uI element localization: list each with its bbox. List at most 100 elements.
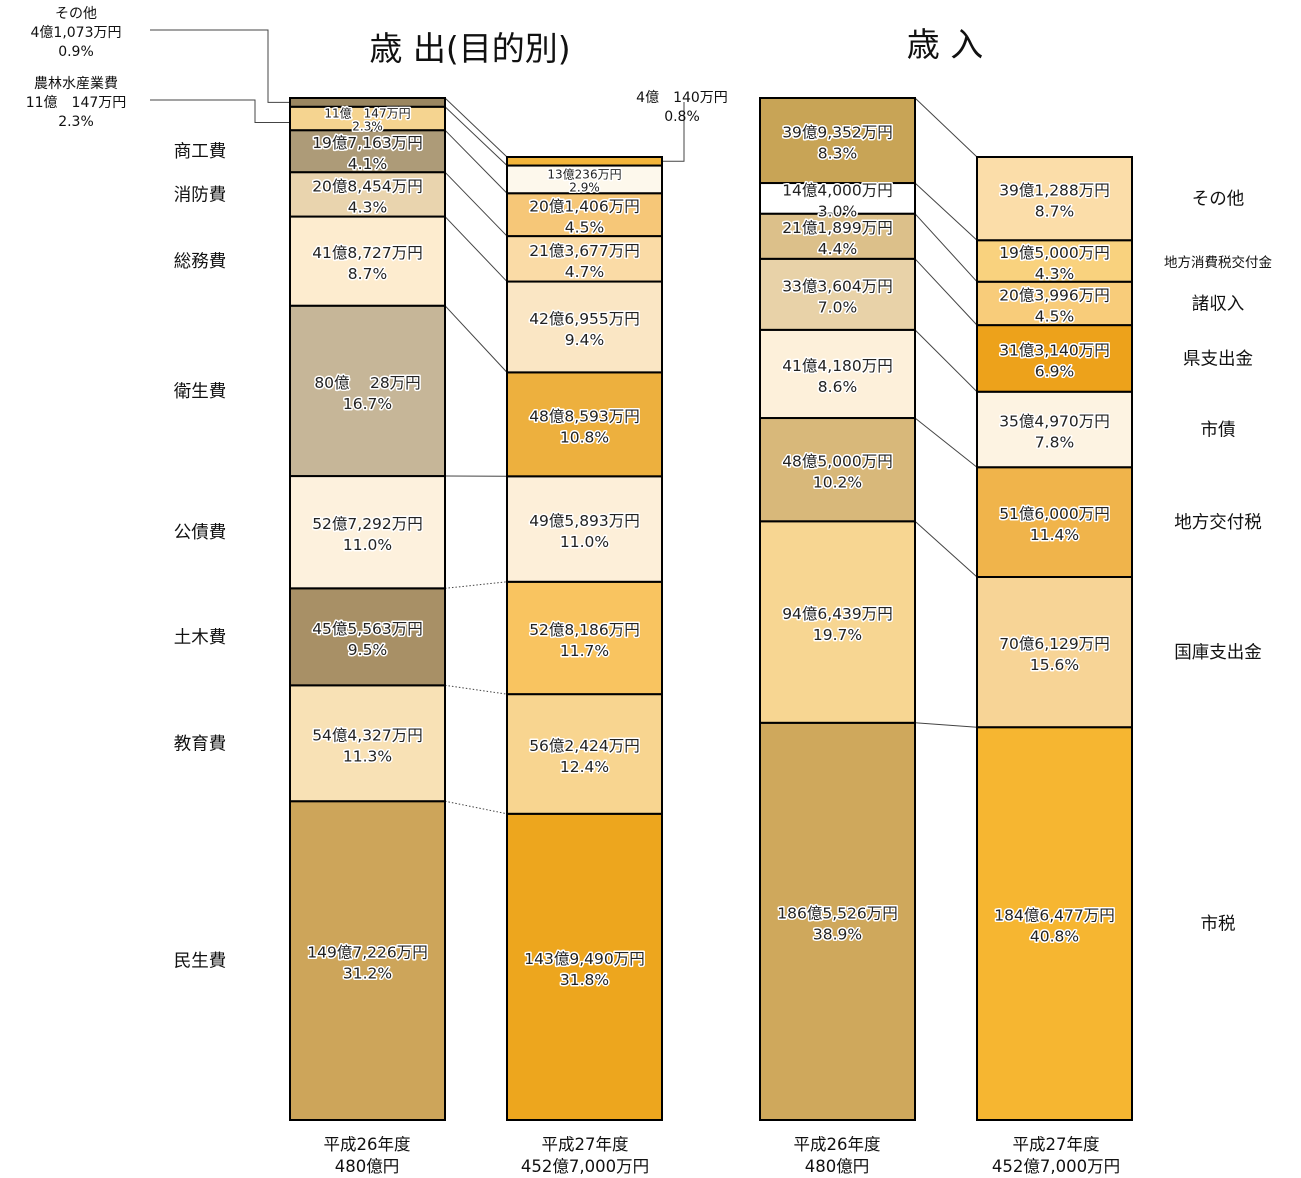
expenditure-2014-segment-4 (289, 304, 446, 478)
expenditure-2015-segment-2 (506, 580, 663, 696)
revenue-2014-segment-2 (759, 417, 916, 523)
expenditure-2015-value-label-2: 52億8,186万円 (529, 621, 640, 639)
revenue-2015-percent-label-5: 4.5% (1035, 307, 1074, 325)
revenue-2014-year: 平成26年度 (794, 1135, 881, 1154)
revenue-2014-value-label-6: 14億4,000万円 (782, 181, 893, 199)
expenditure-connector-top (444, 97, 508, 158)
revenue-2015-value-label-7: 39億1,288万円 (999, 182, 1110, 200)
expenditure-2014-percent-label-0: 31.2% (343, 965, 392, 983)
revenue-2015-value-label-1: 70億6,129万円 (999, 635, 1110, 653)
expenditure-2015-segment-0 (506, 812, 663, 1122)
expenditure-2014-value-label-0: 149億7,226万円 (307, 944, 427, 962)
expenditure-2015-value-label-6: 21億3,677万円 (529, 242, 640, 260)
revenue-category-7: その他 (1192, 190, 1245, 210)
revenue-2014-segment-3 (759, 328, 916, 420)
expenditure-2014-percent-label-4: 16.7% (343, 395, 392, 413)
expenditure-category-0: 民生費 (174, 952, 227, 972)
revenue-category-6: 地方消費税交付金 (1164, 254, 1272, 271)
revenue-2015-percent-label-7: 8.7% (1035, 203, 1074, 221)
expenditure-2015-percent-label-3: 11.0% (560, 533, 609, 551)
expenditure-connector-1 (444, 800, 508, 815)
expenditure-2014-total: 480億円 (335, 1157, 400, 1176)
expenditure-2015-value-label-3: 49億5,893万円 (529, 512, 640, 530)
revenue-2014-value-label-5: 21億1,899万円 (782, 219, 893, 237)
expenditure-2014-percent-label-3: 11.0% (343, 536, 392, 554)
revenue-2014-percent-label-0: 38.9% (813, 925, 862, 943)
revenue-2014-segment-7 (759, 97, 916, 185)
revenue-connector-2 (914, 520, 978, 578)
revenue-2014-percent-label-5: 4.4% (818, 240, 857, 258)
expenditure-2014-percent-label-6: 4.3% (348, 198, 387, 216)
callout-line-other-2015 (655, 102, 685, 162)
expenditure-2014-value-label-1: 54億4,327万円 (312, 726, 423, 744)
expenditure-category-5: 総務費 (174, 252, 227, 272)
expenditure-2014-value-label-5: 41億8,727万円 (312, 244, 423, 262)
revenue-2015-percent-label-0: 40.8% (1030, 928, 1079, 946)
revenue-2014-value-label-3: 41億4,180万円 (782, 357, 893, 375)
revenue-2015-percent-label-6: 4.3% (1035, 265, 1074, 283)
revenue-2014-value-label-2: 48億5,000万円 (782, 453, 893, 471)
expenditure-2014-segment-3 (289, 475, 446, 590)
revenue-2015-value-label-6: 19億5,000万円 (999, 244, 1110, 262)
revenue-2014-percent-label-2: 10.2% (813, 474, 862, 492)
expenditure-2014-percent-label-1: 11.3% (343, 747, 392, 765)
expenditure-2015-percent-label-5: 9.4% (565, 331, 604, 349)
expenditure-2014-value-label-4: 80億 28万円 (314, 374, 420, 392)
expenditure-2015-segment-3 (506, 475, 663, 583)
revenue-2014-segment-4 (759, 257, 916, 331)
revenue-2015-segment-6 (976, 239, 1133, 283)
expenditure-2015-value-label-7: 20億1,406万円 (529, 198, 640, 216)
expenditure-2015-segment-6 (506, 235, 663, 283)
revenue-2015-segment-2 (976, 466, 1133, 579)
expenditure-category-2: 土木費 (174, 628, 227, 648)
expenditure-2015-percent-label-0: 31.8% (560, 971, 609, 989)
expenditure-connector-9 (444, 106, 508, 166)
expenditure-2014-segment-7 (289, 129, 446, 174)
expenditure-2014-value-label-3: 52億7,292万円 (312, 515, 423, 533)
callout-other-name: その他 (55, 6, 97, 22)
revenue-2015-percent-label-1: 15.6% (1030, 656, 1079, 674)
revenue-2014-percent-label-3: 8.6% (818, 378, 857, 396)
expenditure-2014-percent-label-8: 2.3% (352, 119, 383, 133)
revenue-connector-5 (914, 258, 978, 326)
expenditure-2014-year: 平成26年度 (324, 1135, 411, 1154)
callout-line-agri (150, 99, 290, 123)
revenue-connector-4 (914, 329, 978, 393)
expenditure-connector-6 (444, 216, 508, 282)
callout-agri-percent: 2.3% (58, 114, 94, 130)
expenditure-2014-value-label-6: 20億8,454万円 (312, 177, 423, 195)
expenditure-connector-3 (444, 581, 508, 589)
revenue-2015-value-label-2: 51億6,000万円 (999, 505, 1110, 523)
revenue-2015-percent-label-3: 7.8% (1035, 433, 1074, 451)
revenue-2014-percent-label-6: 3.0% (818, 202, 857, 220)
revenue-2014-value-label-1: 94億6,439万円 (782, 605, 893, 623)
revenue-connector-6 (914, 213, 978, 283)
expenditure-2015-segment-9 (506, 156, 663, 167)
callout-agri-name: 農林水産業費 (34, 76, 118, 92)
revenue-connector-top (914, 97, 978, 158)
expenditure-connector-2 (444, 684, 508, 695)
expenditure-2014-percent-label-7: 4.1% (348, 155, 387, 173)
revenue-2015-segment-7 (976, 156, 1133, 242)
expenditure-2015-percent-label-2: 11.7% (560, 642, 609, 660)
expenditure-title: 歳 出(目的別) (369, 29, 570, 68)
revenue-2014-footer: 平成26年度 480億円 (794, 1135, 881, 1176)
revenue-2014-segment-5 (759, 212, 916, 260)
expenditure-2015-percent-label-1: 12.4% (560, 758, 609, 776)
revenue-connector-1 (914, 722, 978, 728)
revenue-2015-segment-3 (976, 390, 1133, 469)
revenue-2014-total: 480億円 (805, 1157, 870, 1176)
revenue-category-5: 諸収入 (1192, 294, 1245, 314)
revenue-2015-segment-4 (976, 324, 1133, 393)
callout-line-other (150, 29, 290, 103)
expenditure-2015-percent-label-6: 4.7% (565, 263, 604, 281)
expenditure-2014-segment-2 (289, 587, 446, 687)
revenue-connector-7 (914, 182, 978, 241)
expenditure-2014-value-label-2: 45億5,563万円 (312, 620, 423, 638)
revenue-2015-percent-label-4: 6.9% (1035, 362, 1074, 380)
expenditure-2015-percent-label-8: 2.9% (569, 180, 600, 194)
expenditure-2014-segment-9 (289, 97, 446, 108)
revenue-title: 歳 入 (907, 25, 984, 64)
revenue-2015-value-label-3: 35億4,970万円 (999, 412, 1110, 430)
expenditure-2015-value-label-5: 42億6,955万円 (529, 310, 640, 328)
